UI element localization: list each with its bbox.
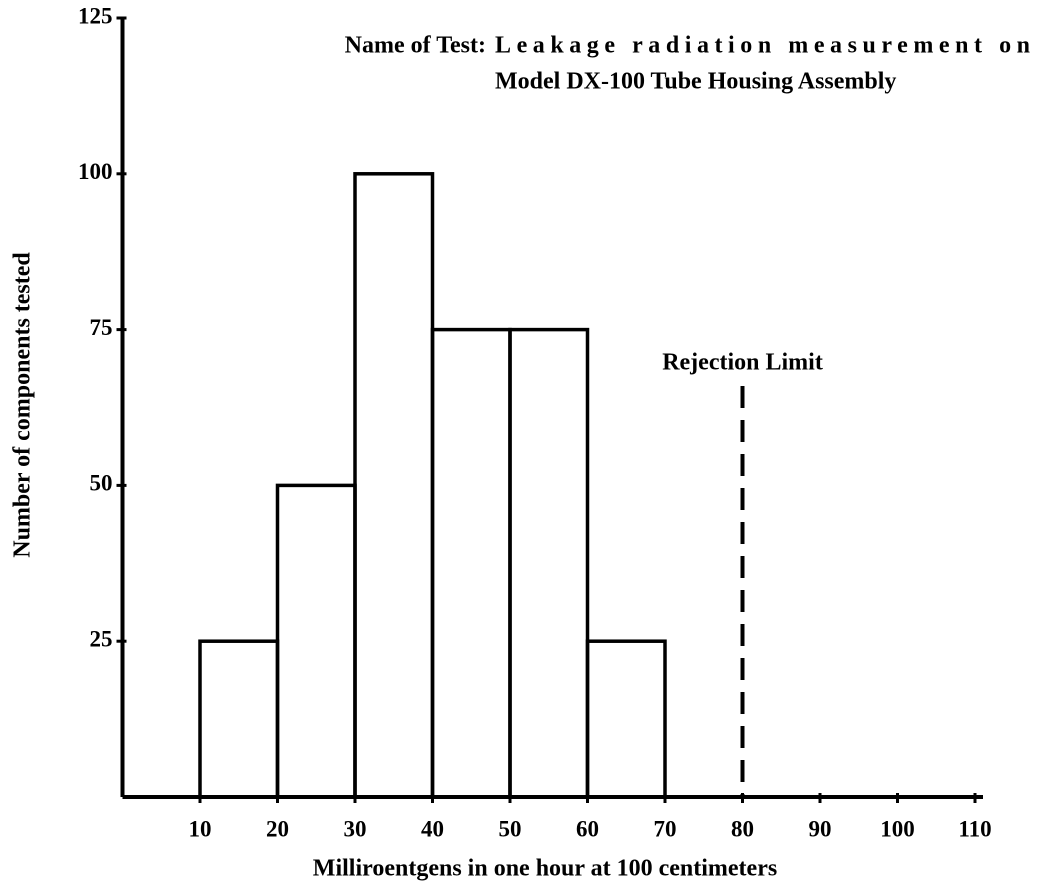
- x-tick-label: 40: [421, 816, 444, 841]
- title-line: Leakage radiation measurement on: [495, 33, 1030, 59]
- y-tick-label: 50: [90, 471, 113, 496]
- y-tick-label: 75: [90, 315, 113, 340]
- bar: [275, 483, 357, 799]
- bar: [430, 327, 512, 799]
- x-tick-label: 100: [880, 816, 915, 841]
- x-tick-label: 50: [499, 816, 522, 841]
- bar: [585, 639, 667, 799]
- title-label: Name of Test:: [345, 33, 486, 59]
- rejection-limit-label: Rejection Limit: [662, 350, 823, 376]
- x-tick-label: 80: [731, 816, 754, 841]
- x-tick-label: 20: [266, 816, 289, 841]
- bar: [508, 327, 590, 799]
- x-tick-label: 10: [189, 816, 212, 841]
- x-tick-label: 60: [576, 816, 599, 841]
- y-tick-label: 100: [78, 159, 113, 184]
- title-line: Model DX-100 Tube Housing Assembly: [495, 69, 896, 95]
- x-tick-label: 30: [344, 816, 367, 841]
- y-tick-label: 25: [90, 626, 113, 651]
- bar: [198, 639, 280, 799]
- y-axis-label: Number of components tested: [10, 252, 36, 558]
- x-tick-label: 110: [958, 816, 991, 841]
- x-tick-label: 90: [809, 816, 832, 841]
- x-tick-label: 70: [654, 816, 677, 841]
- x-axis-label: Milliroentgens in one hour at 100 centim…: [313, 856, 777, 882]
- bar: [353, 172, 435, 799]
- y-tick-label: 125: [78, 3, 113, 28]
